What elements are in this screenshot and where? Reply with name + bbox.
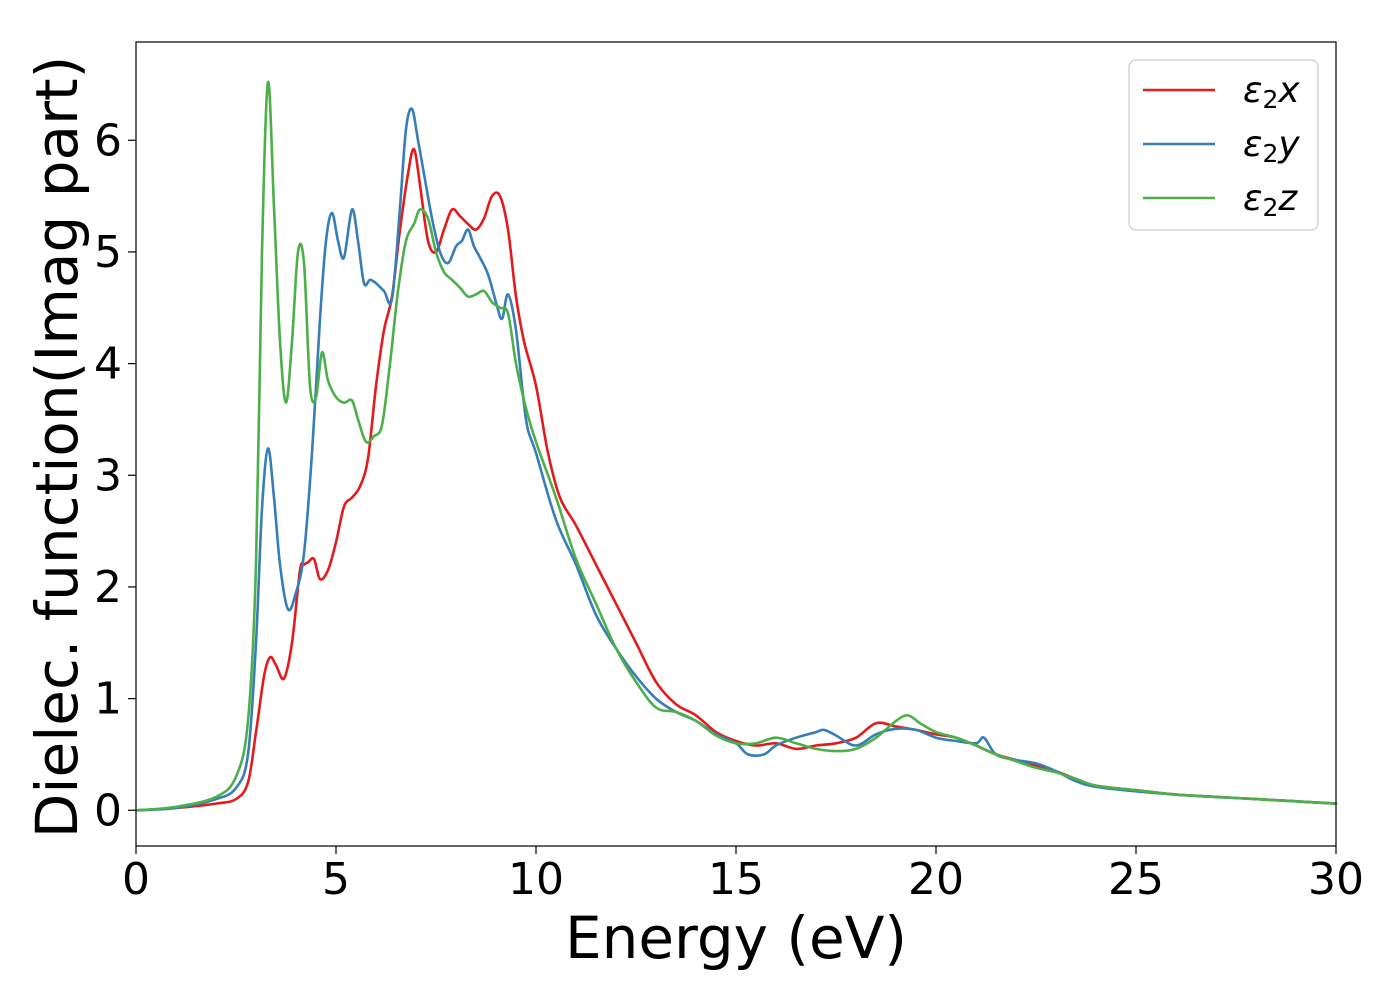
x-axis: 0 5 10 15 20 25 30 — [122, 846, 1364, 905]
x-tick-label: 5 — [322, 854, 350, 905]
legend-label: ε2y — [1243, 124, 1300, 168]
legend-item-y: ε2y — [1143, 124, 1300, 168]
x-tick-label: 0 — [122, 854, 150, 905]
y-tick-label: 4 — [94, 339, 122, 390]
x-tick-label: 25 — [1108, 854, 1164, 905]
y-tick-label: 2 — [94, 562, 122, 613]
x-tick-label: 30 — [1308, 854, 1364, 905]
x-tick-label: 10 — [508, 854, 564, 905]
legend-label: ε2x — [1243, 70, 1300, 114]
x-axis-title: Energy (eV) — [565, 904, 907, 972]
x-tick-label: 15 — [708, 854, 764, 905]
legend-label: ε2z — [1243, 178, 1298, 222]
legend-item-x: ε2x — [1143, 70, 1300, 114]
y-tick-label: 1 — [94, 674, 122, 725]
y-tick-label: 6 — [94, 115, 122, 166]
legend-item-z: ε2z — [1143, 178, 1298, 222]
y-axis: 0 1 2 3 4 5 6 — [94, 115, 136, 836]
legend-box — [1128, 59, 1319, 231]
y-tick-label: 0 — [94, 785, 122, 836]
y-tick-label: 5 — [94, 227, 122, 278]
y-tick-label: 3 — [94, 450, 122, 501]
y-axis-title: Dielec. function(Imag part) — [23, 56, 91, 839]
legend: ε2x ε2y ε2z — [1128, 59, 1319, 231]
x-tick-label: 20 — [908, 854, 964, 905]
plot-area — [134, 41, 1338, 847]
series-line-z — [134, 80, 1338, 812]
